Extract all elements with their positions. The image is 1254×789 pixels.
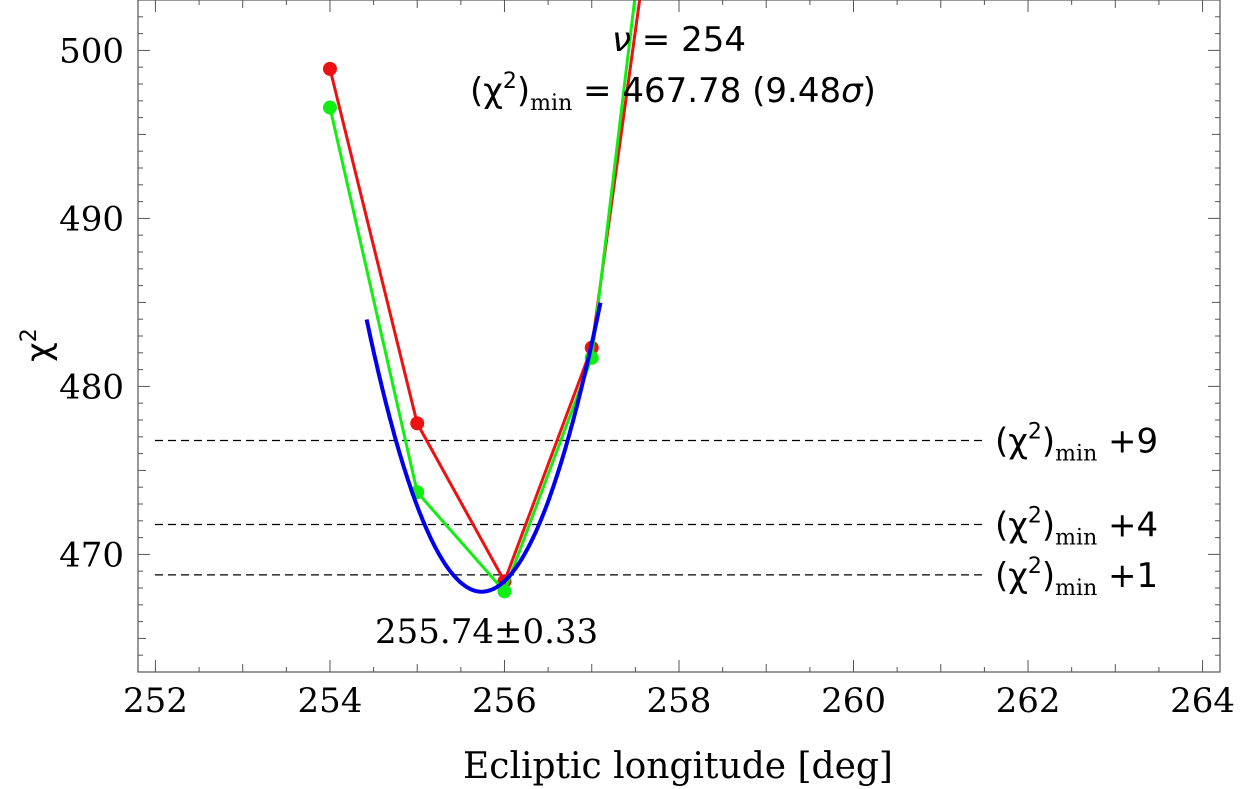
red-series-point — [322, 61, 337, 76]
x-tick-label: 260 — [821, 681, 886, 721]
x-tick-label: 256 — [472, 681, 537, 721]
threshold-lines: (χ2)min +9 (χ2)min +4(χ2)min +1 — [155, 419, 1158, 601]
x-tick-label: 252 — [123, 681, 188, 721]
y-tick-label: 470 — [59, 535, 124, 575]
nu-annotation: ν = 254 — [612, 20, 746, 60]
x-tick-label: 258 — [647, 681, 712, 721]
green-series-point — [322, 100, 337, 115]
x-axis-title: Ecliptic longitude [deg] — [463, 746, 893, 787]
threshold-label: (χ2)min +4 — [995, 503, 1158, 550]
threshold-label: (χ2)min +1 — [995, 554, 1158, 601]
threshold-label: (χ2)min +9 — [995, 419, 1158, 466]
x-tick-label: 262 — [996, 681, 1061, 721]
best-fit-label: 255.74±0.33 — [375, 612, 598, 652]
x-tick-label: 254 — [298, 681, 363, 721]
x-tick-label: 264 — [1170, 681, 1235, 721]
chi-min-annotation: (χ2)min = 467.78 (9.48σ) — [470, 69, 876, 116]
tick-labels: 252 254 256 258 260 262 264 470 480 490 500 — [59, 31, 1235, 721]
svg-text:χ2: χ2 — [17, 328, 59, 362]
data-series — [322, 0, 642, 599]
red-series-point — [410, 416, 425, 431]
plot-frame-rect — [137, 0, 1221, 673]
y-tick-label: 490 — [59, 199, 124, 239]
tick-marks — [138, 0, 1220, 673]
y-axis-title: χ2 — [17, 328, 59, 362]
plot-frame — [137, 0, 1221, 673]
green-series-point — [497, 584, 512, 599]
y-tick-label: 480 — [59, 367, 124, 407]
parabola-fit-curve — [364, 302, 603, 594]
y-tick-label: 500 — [59, 31, 124, 71]
